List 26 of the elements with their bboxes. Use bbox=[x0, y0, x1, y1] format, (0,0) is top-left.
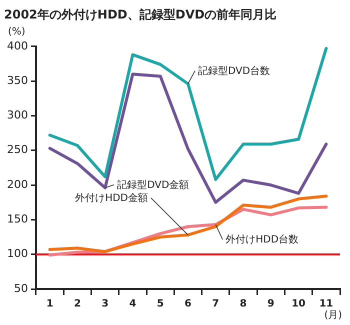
y-tick-label: 100 bbox=[6, 247, 28, 260]
x-axis-title: (月) bbox=[324, 310, 342, 321]
y-tick-label: 250 bbox=[6, 143, 28, 156]
y-tick-label: 300 bbox=[6, 108, 28, 122]
x-tick-label: 8 bbox=[240, 298, 247, 310]
chart-title: 2002年の外付けHDD、記録型DVDの前年同月比 bbox=[4, 7, 277, 22]
x-tick-label: 9 bbox=[267, 298, 274, 310]
x-tick-label: 5 bbox=[156, 298, 164, 310]
series-label: 外付けHDD台数 bbox=[226, 234, 299, 246]
text: 外付けHDD金額 bbox=[75, 192, 148, 204]
series-label: 記録型DVD金額 bbox=[117, 178, 190, 191]
y-tick-label: 150 bbox=[6, 212, 28, 226]
x-tick-label: 2 bbox=[74, 298, 81, 310]
y-tick-label: 350 bbox=[6, 74, 28, 87]
x-tick-label: 6 bbox=[184, 298, 192, 310]
series-label: 記録型DVD台数 bbox=[198, 64, 270, 77]
y-tick-label: 50 bbox=[14, 282, 28, 295]
y-axis-title: (%) bbox=[8, 26, 26, 38]
y-tick-label: 400 bbox=[6, 39, 28, 52]
x-tick-label: 10 bbox=[292, 298, 306, 310]
x-tick-label: 7 bbox=[212, 298, 220, 310]
y-tick-label: 200 bbox=[6, 178, 28, 191]
x-tick-label: 1 bbox=[46, 298, 54, 310]
x-tick-label: 4 bbox=[129, 298, 136, 310]
x-tick-label: 11 bbox=[319, 298, 334, 310]
x-tick-label: 3 bbox=[102, 298, 109, 310]
